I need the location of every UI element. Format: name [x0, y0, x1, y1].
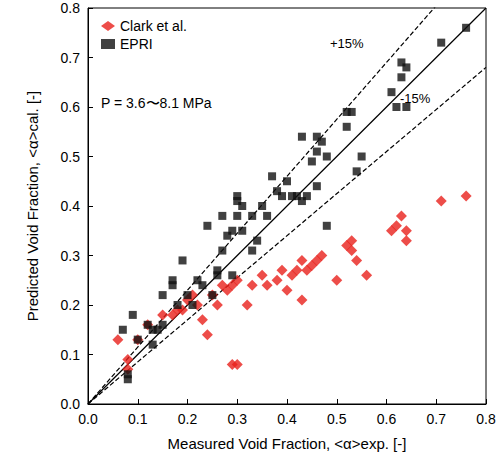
- svg-text:0.0: 0.0: [78, 411, 98, 427]
- svg-text:0.7: 0.7: [61, 50, 81, 66]
- svg-text:0.1: 0.1: [61, 347, 81, 363]
- svg-text:0.6: 0.6: [377, 411, 397, 427]
- svg-text:0.5: 0.5: [327, 411, 347, 427]
- svg-text:+15%: +15%: [330, 36, 364, 51]
- svg-text:0.0: 0.0: [61, 396, 81, 412]
- svg-text:0.8: 0.8: [476, 411, 496, 427]
- svg-text:0.3: 0.3: [61, 248, 81, 264]
- svg-text:0.4: 0.4: [61, 198, 81, 214]
- svg-text:0.3: 0.3: [228, 411, 248, 427]
- svg-text:Predicted Void Fraction, <α>ca: Predicted Void Fraction, <α>cal. [-]: [24, 91, 41, 321]
- svg-text:Clark et al.: Clark et al.: [120, 18, 187, 34]
- svg-text:0.8: 0.8: [61, 0, 81, 16]
- svg-text:0.2: 0.2: [61, 297, 81, 313]
- svg-text:P = 3.6〜8.1 MPa: P = 3.6〜8.1 MPa: [101, 95, 212, 111]
- svg-text:0.4: 0.4: [277, 411, 297, 427]
- svg-text:EPRI: EPRI: [120, 36, 153, 52]
- svg-text:-15%: -15%: [400, 91, 431, 106]
- svg-text:0.2: 0.2: [178, 411, 198, 427]
- svg-text:0.7: 0.7: [427, 411, 447, 427]
- svg-text:Measured Void Fraction, <α>exp: Measured Void Fraction, <α>exp. [-]: [168, 435, 407, 452]
- svg-text:0.5: 0.5: [61, 149, 81, 165]
- svg-text:0.1: 0.1: [128, 411, 148, 427]
- svg-text:0.6: 0.6: [61, 99, 81, 115]
